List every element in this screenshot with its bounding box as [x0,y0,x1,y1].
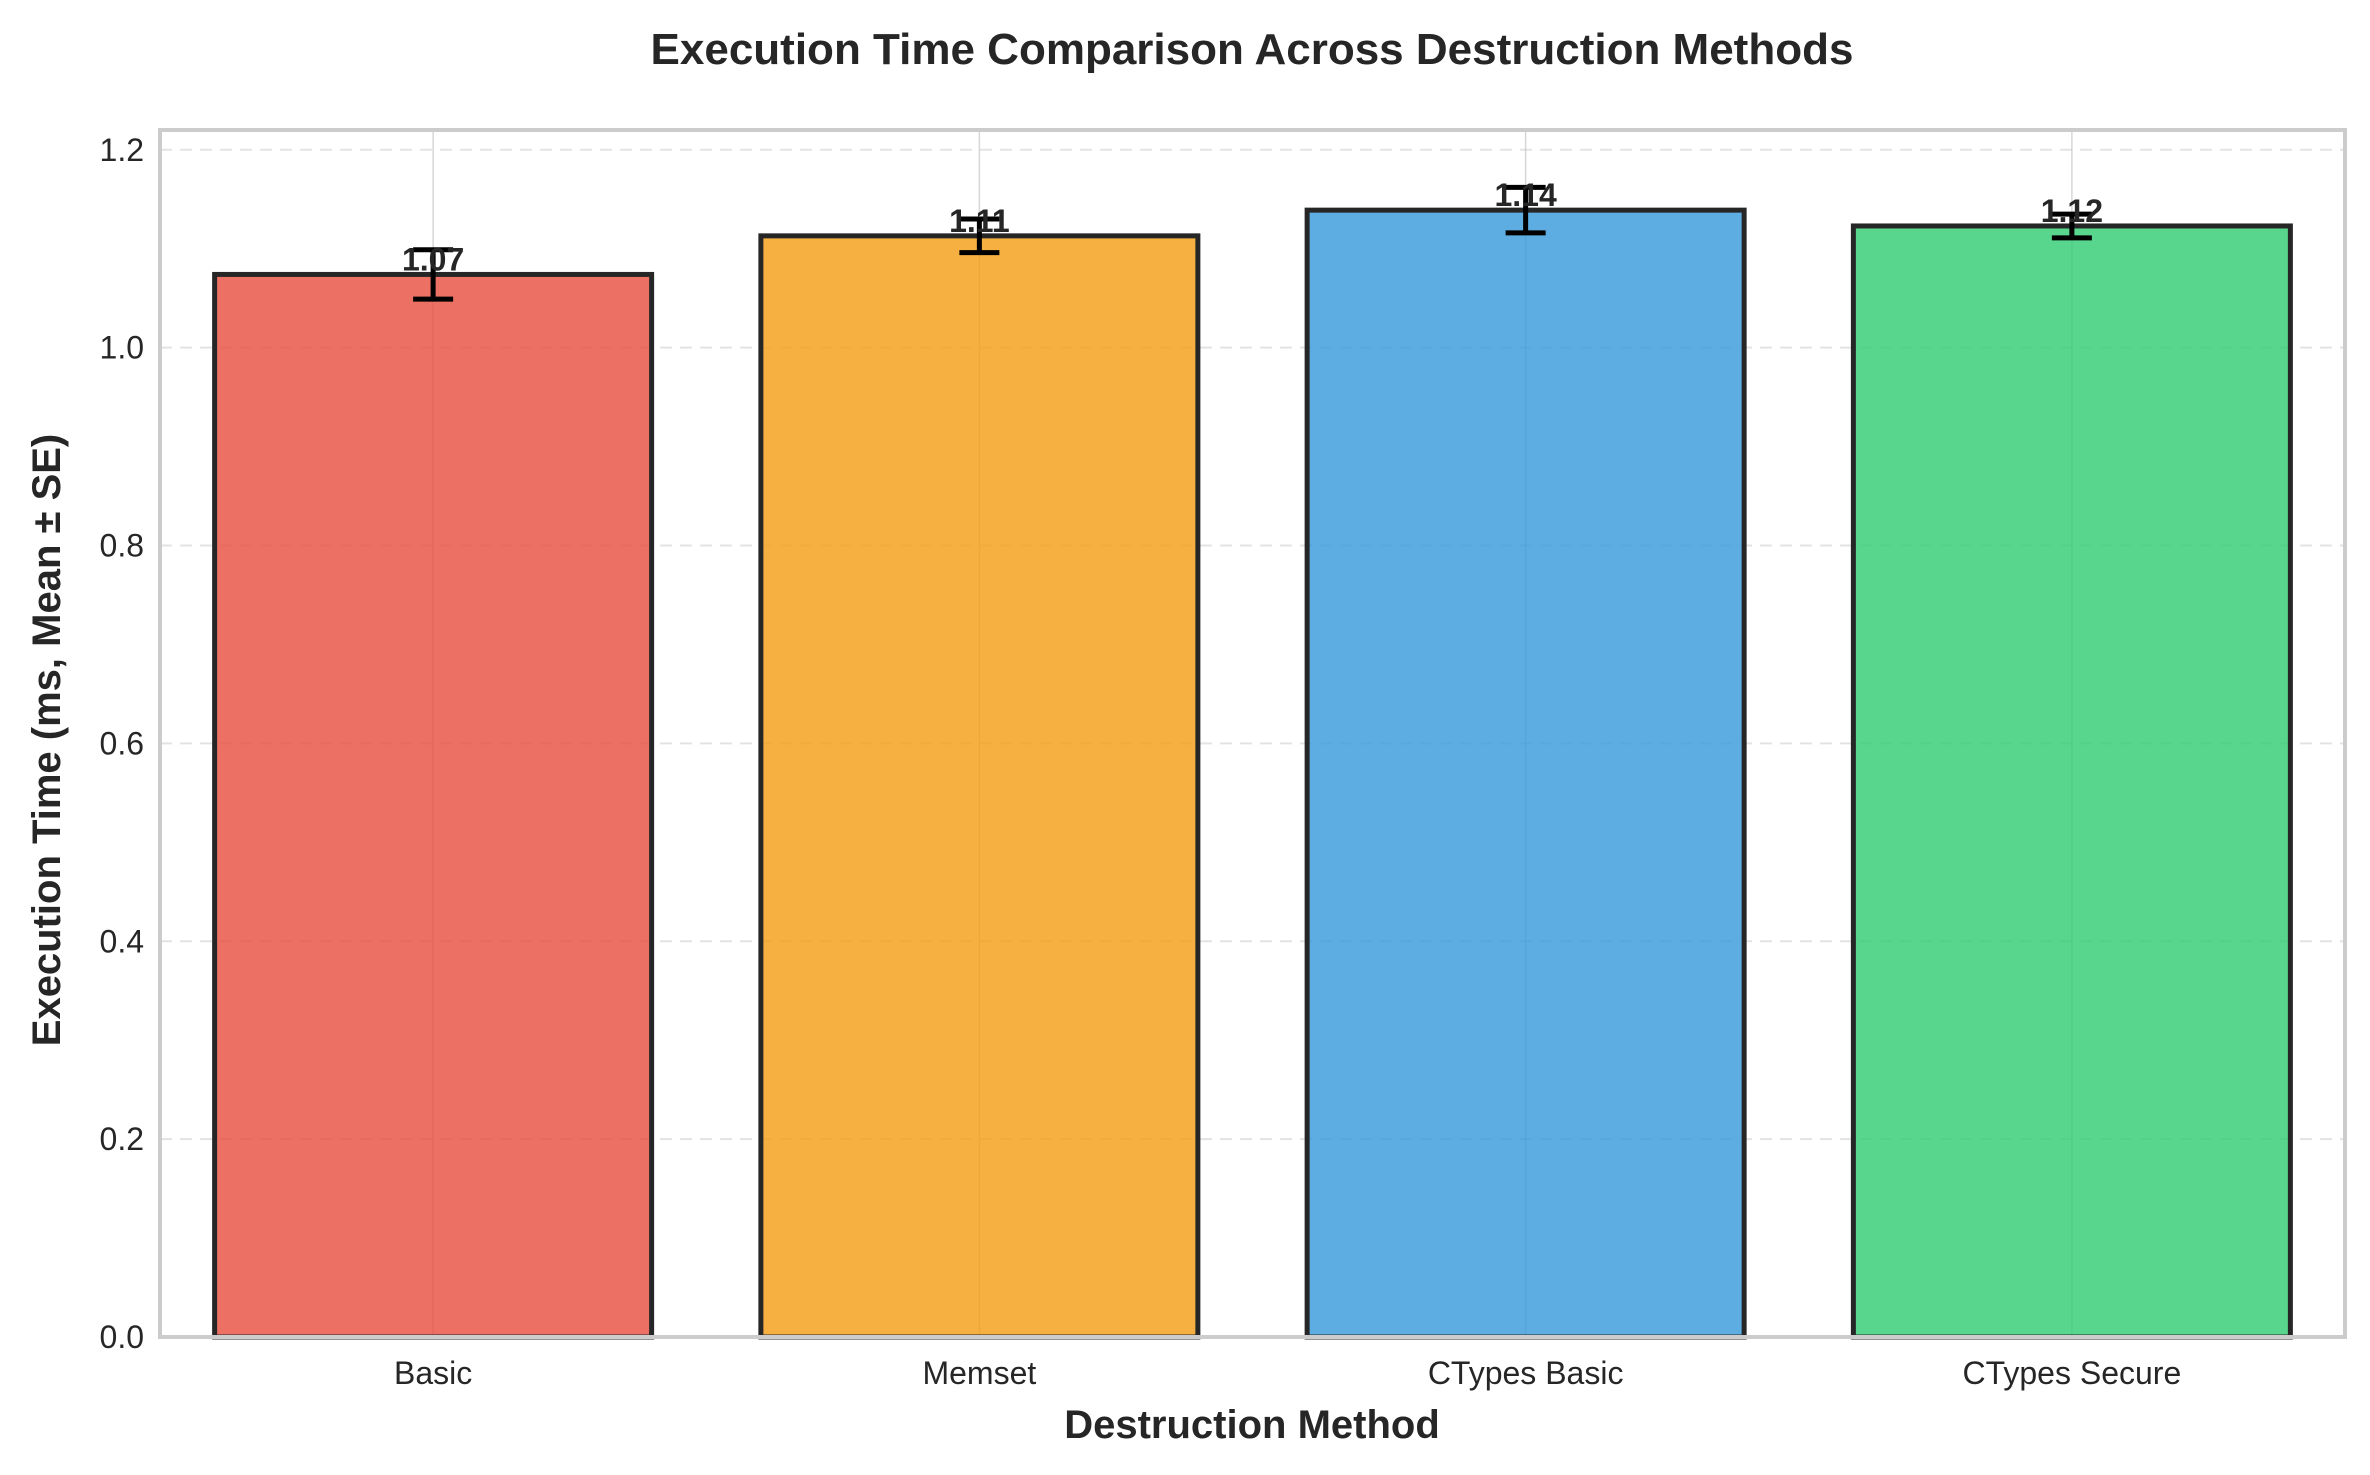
bar [1304,207,1747,1340]
bar-value-label: 1.12 [2041,193,2103,229]
x-tick-label: CTypes Secure [1962,1355,2181,1391]
error-bars [413,184,2092,302]
bar-value-label: 1.11 [949,203,1010,239]
bar-value-label: 1.07 [402,241,464,277]
bar [1850,223,2293,1340]
y-tick-label: 0.6 [100,725,144,761]
y-tick-label: 0.8 [100,528,144,564]
y-tick-label: 0.2 [100,1121,144,1157]
bars [212,207,2293,1340]
data-labels: 1.07 1.11 1.14 1.12 [402,177,2103,277]
ticks: 0.0 0.2 0.4 0.6 0.8 1.0 1.2 Basic Memset CTypes B… [100,132,2182,1391]
plot-frame [158,128,2347,1339]
x-tick-label: Basic [394,1355,472,1391]
y-tick-label: 0.4 [100,923,144,959]
y-tick-label: 1.2 [100,132,144,168]
y-axis-label: Execution Time (ms, Mean ± SE) [25,434,69,1046]
y-tick-label: 0.0 [100,1319,144,1355]
y-tick-label: 1.0 [100,330,144,366]
bar [212,271,655,1340]
x-axis-label: Destruction Method [1064,1403,1440,1447]
bar-value-label: 1.14 [1494,177,1556,213]
chart-title: Execution Time Comparison Across Destruc… [651,25,1854,74]
x-tick-label: CTypes Basic [1428,1355,1624,1391]
x-tick-label: Memset [922,1355,1036,1391]
bar [758,233,1201,1340]
